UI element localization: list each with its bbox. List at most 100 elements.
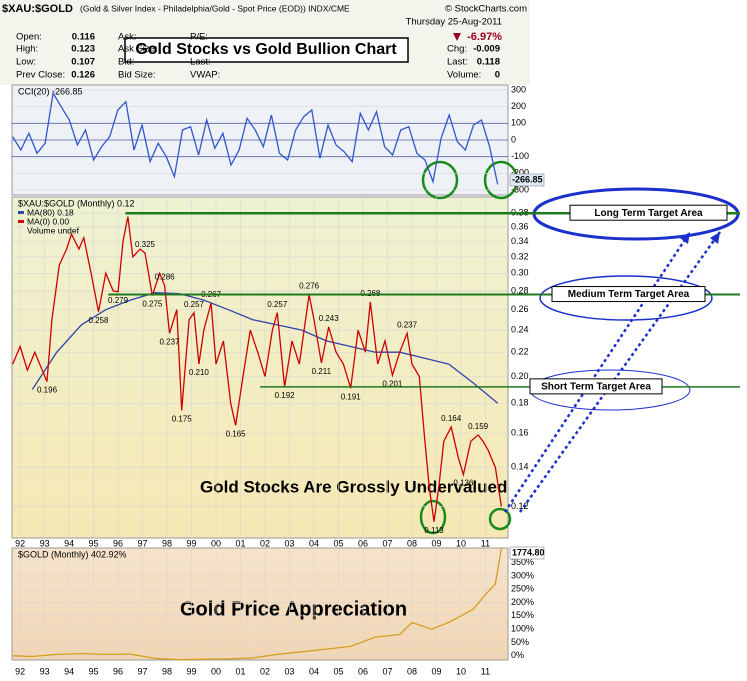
y-tick-label: 50% (511, 637, 529, 647)
last-value-label: -266.85 (512, 174, 543, 184)
y-tick-label: 0.30 (511, 268, 529, 278)
description: (Gold & Silver Index - Philadelphia/Gold… (80, 3, 350, 13)
y-tick-label: 0.12 (511, 501, 529, 511)
y-tick-label: 0.36 (511, 221, 529, 231)
arrow-head (710, 232, 720, 244)
down-arrow (453, 33, 461, 41)
y-tick-label: 150% (511, 610, 534, 620)
date: Thursday 25-Aug-2011 (406, 17, 502, 28)
highlight-circle (421, 160, 459, 200)
x-tick-label: 99 (187, 666, 197, 676)
series-line (12, 216, 503, 522)
field-label: Bid: (118, 57, 134, 68)
last-value-box (509, 546, 545, 560)
value-annotation: 0.276 (299, 282, 320, 291)
value-annotation: 0.325 (135, 240, 156, 249)
value-annotation: 0.136 (453, 479, 474, 488)
field-value: 0.116 (72, 32, 95, 43)
y-tick-label: 350% (511, 557, 534, 567)
x-tick-label: 05 (333, 538, 343, 548)
x-tick-label: 09 (431, 666, 441, 676)
y-tick-label: 0.32 (511, 251, 529, 261)
title-box (124, 37, 409, 63)
last-value-label: 1774.80 (512, 547, 545, 557)
last-value-box (509, 173, 545, 187)
target-box (529, 378, 663, 395)
field-value: 0.123 (71, 44, 95, 55)
value-annotation: 0.191 (341, 392, 362, 401)
x-tick-label: 02 (260, 666, 270, 676)
legend-entry: MA(80) 0.18 (27, 207, 74, 217)
y-tick-label: 0.20 (511, 371, 529, 381)
y-tick-label: 0.34 (511, 236, 529, 246)
value-annotation: 0.210 (189, 368, 210, 377)
y-tick-label: 200% (511, 597, 534, 607)
field-value: 0.126 (71, 70, 95, 81)
y-tick-label: 0% (511, 650, 524, 660)
series-line (12, 548, 503, 661)
panel-title: $GOLD (Monthly) 402.92% (18, 549, 127, 559)
x-tick-label: 03 (285, 666, 295, 676)
x-tick-label: 10 (456, 538, 466, 548)
y-tick-label: 250% (511, 584, 534, 594)
x-tick-label: 07 (382, 666, 392, 676)
panel-title: CCI(20) -266.85 (18, 86, 83, 96)
y-tick-label: 100 (511, 118, 526, 128)
y-tick-label: 0.22 (511, 347, 529, 357)
y-tick-label: 200 (511, 101, 526, 111)
field-label: Ask Size: (118, 44, 158, 55)
highlight-circle (419, 499, 447, 535)
y-tick-label: 0.24 (511, 324, 529, 334)
x-tick-label: 99 (187, 538, 197, 548)
value-annotation: 0.159 (468, 422, 489, 431)
x-tick-label: 98 (162, 538, 172, 548)
x-tick-label: 09 (431, 538, 441, 548)
value-annotation: 0.211 (312, 367, 332, 376)
legend-swatch (18, 220, 24, 223)
x-tick-label: 92 (15, 538, 25, 548)
y-tick-label: 0.28 (511, 285, 529, 295)
x-tick-label: 96 (113, 538, 123, 548)
legend-swatch (18, 211, 24, 214)
field-label: Open: (16, 32, 42, 43)
field-value: -0.009 (473, 44, 500, 55)
value-annotation: 0.258 (88, 316, 109, 325)
main-panel (11, 196, 509, 539)
field-label: P/E: (190, 32, 208, 43)
field-label: VWAP: (190, 70, 220, 81)
field-value: 0 (495, 70, 500, 81)
x-tick-label: 06 (358, 538, 368, 548)
value-annotation: 0.113 (424, 526, 444, 535)
x-tick-label: 11 (481, 666, 490, 676)
y-tick-label: 300% (511, 570, 534, 580)
value-annotation: 0.257 (267, 300, 288, 309)
value-annotation: 0.257 (184, 300, 205, 309)
field-label: Volume: (447, 70, 481, 81)
y-tick-label: 300 (511, 84, 526, 94)
value-annotation: 0.237 (159, 337, 180, 346)
y-tick-label: 0.18 (511, 398, 529, 408)
target-box (551, 286, 706, 303)
target-label: Medium Term Target Area (568, 289, 690, 300)
x-tick-label: 96 (113, 666, 123, 676)
value-annotation: 0.237 (397, 320, 418, 329)
x-tick-label: 95 (89, 538, 99, 548)
x-tick-label: 05 (333, 666, 343, 676)
x-tick-label: 04 (309, 666, 319, 676)
value-annotation: 0.196 (37, 386, 58, 395)
x-tick-label: 02 (260, 538, 270, 548)
field-label: High: (16, 44, 38, 55)
x-tick-label: 98 (162, 666, 172, 676)
field-label: Chg: (447, 44, 467, 55)
gold-panel (11, 547, 509, 661)
x-tick-label: 10 (456, 666, 466, 676)
source: © StockCharts.com (445, 4, 527, 15)
value-annotation: 0.192 (275, 391, 296, 400)
x-tick-label: 11 (481, 538, 490, 548)
value-annotation: 0.165 (226, 430, 247, 439)
value-annotation: 0.286 (155, 273, 176, 282)
x-tick-label: 04 (309, 538, 319, 548)
y-tick-label: -300 (511, 184, 529, 194)
x-tick-label: 07 (382, 538, 392, 548)
